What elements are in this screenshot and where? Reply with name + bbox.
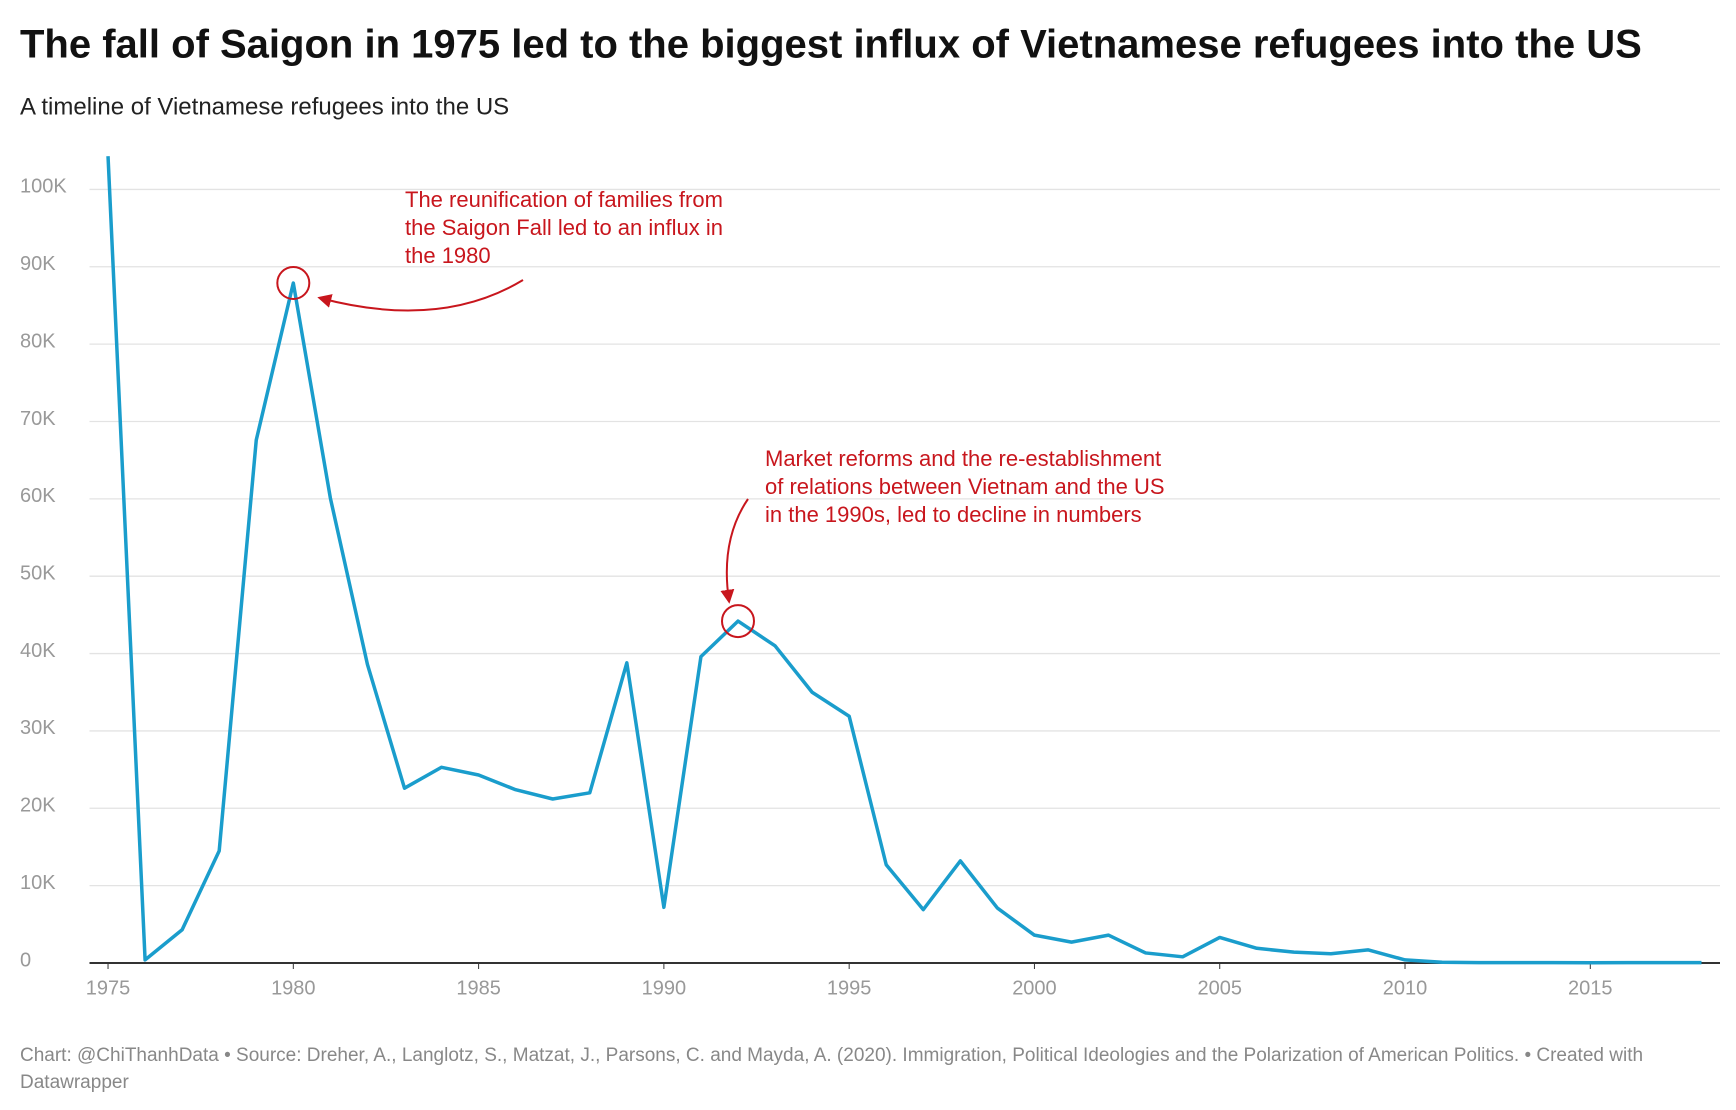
- x-tick-label: 1995: [827, 977, 872, 999]
- y-tick-label: 40K: [20, 640, 56, 662]
- annotation-text: the 1980: [405, 243, 491, 268]
- y-tick-label: 20K: [20, 795, 56, 817]
- annotation-text: of relations between Vietnam and the US: [765, 474, 1165, 499]
- chart: The fall of Saigon in 1975 led to the bi…: [20, 23, 1720, 999]
- annotation-circle: [276, 266, 311, 301]
- x-tick-label: 1980: [271, 977, 316, 999]
- y-tick-label: 0: [20, 949, 31, 971]
- y-tick-label: 70K: [20, 408, 56, 430]
- annotation-text: the Saigon Fall led to an influx in: [405, 215, 723, 240]
- y-tick-label: 10K: [20, 872, 56, 894]
- annotation-arrow: [720, 498, 749, 604]
- annotation-text: Market reforms and the re-establishment: [765, 446, 1161, 471]
- x-tick-label: 2000: [1012, 977, 1057, 999]
- x-tick-label: 2015: [1568, 977, 1613, 999]
- annotation-text: The reunification of families from: [405, 187, 723, 212]
- x-tick-label: 1985: [456, 977, 501, 999]
- y-tick-label: 80K: [20, 330, 56, 352]
- chart-title: The fall of Saigon in 1975 led to the bi…: [20, 23, 1642, 67]
- x-tick-label: 1990: [642, 977, 687, 999]
- annotation-circle: [720, 604, 755, 639]
- footer: Chart: @ChiThanhData • Source: Dreher, A…: [20, 1045, 1644, 1093]
- annotation-text: in the 1990s, led to decline in numbers: [765, 502, 1142, 527]
- annotation-arrow: [317, 279, 524, 312]
- y-tick-label: 60K: [20, 485, 56, 507]
- chart-subtitle: A timeline of Vietnamese refugees into t…: [20, 93, 509, 120]
- y-tick-label: 90K: [20, 253, 56, 275]
- x-tick-label: 2010: [1383, 977, 1428, 999]
- x-tick-label: 2005: [1197, 977, 1242, 999]
- y-tick-label: 30K: [20, 717, 56, 739]
- data-line: [106, 156, 1702, 965]
- y-tick-label: 50K: [20, 562, 56, 584]
- x-tick-label: 1975: [86, 977, 131, 999]
- y-tick-label: 100K: [20, 176, 67, 198]
